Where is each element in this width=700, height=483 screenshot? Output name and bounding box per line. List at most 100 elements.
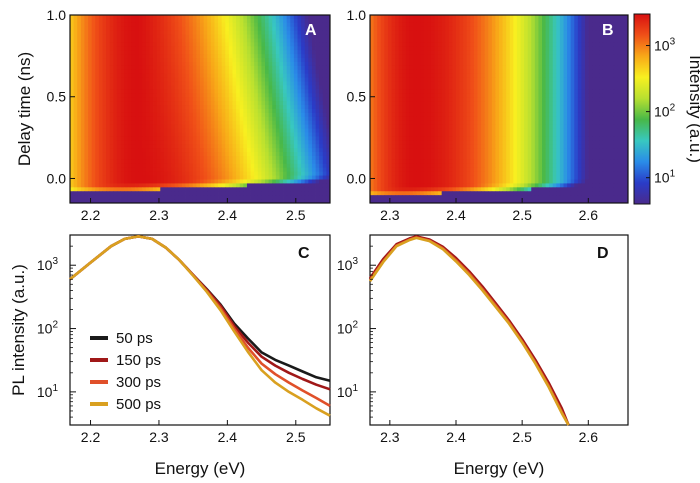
- heatmap-cell: [535, 54, 539, 58]
- heatmap-cell: [261, 136, 265, 140]
- heatmap-cell: [229, 101, 233, 105]
- heatmap-cell: [146, 50, 150, 54]
- heatmap-cell: [578, 27, 582, 31]
- heatmap-cell: [276, 156, 280, 160]
- heatmap-cell: [495, 15, 499, 19]
- heatmap-cell: [211, 195, 215, 199]
- heatmap-cell: [542, 78, 546, 82]
- heatmap-cell: [146, 140, 150, 144]
- heatmap-cell: [103, 148, 107, 152]
- heatmap-cell: [175, 168, 179, 172]
- heatmap-cell: [269, 42, 273, 46]
- heatmap-cell: [283, 195, 287, 199]
- heatmap-cell: [128, 58, 132, 62]
- heatmap-cell: [269, 50, 273, 54]
- heatmap-cell: [258, 113, 262, 117]
- heatmap-cell: [218, 164, 222, 168]
- heatmap-cell: [298, 19, 302, 23]
- heatmap-cell: [182, 27, 186, 31]
- heatmap-cell: [153, 148, 157, 152]
- heatmap-cell: [153, 62, 157, 66]
- heatmap-cell: [308, 105, 312, 109]
- heatmap-cell: [290, 42, 294, 46]
- heatmap-cell: [225, 46, 229, 50]
- heatmap-cell: [395, 89, 399, 93]
- heatmap-cell: [84, 144, 88, 148]
- heatmap-cell: [549, 62, 553, 66]
- heatmap-cell: [513, 50, 517, 54]
- heatmap-cell: [84, 89, 88, 93]
- heatmap-cell: [189, 136, 193, 140]
- heatmap-cell: [113, 183, 117, 187]
- heatmap-cell: [218, 125, 222, 129]
- heatmap-cell: [124, 152, 128, 156]
- heatmap-cell: [294, 66, 298, 70]
- heatmap-cell: [200, 101, 204, 105]
- heatmap-cell: [142, 93, 146, 97]
- heatmap-cell: [196, 39, 200, 43]
- heatmap-cell: [417, 62, 421, 66]
- heatmap-cell: [546, 23, 550, 27]
- heatmap-cell: [560, 62, 564, 66]
- heatmap-cell: [553, 62, 557, 66]
- heatmap-cell: [168, 176, 172, 180]
- heatmap-cell: [229, 129, 233, 133]
- heatmap-cell: [204, 180, 208, 184]
- heatmap-cell: [316, 121, 320, 125]
- heatmap-cell: [157, 144, 161, 148]
- heatmap-cell: [222, 15, 226, 19]
- heatmap-cell: [200, 42, 204, 46]
- heatmap-cell: [258, 152, 262, 156]
- heatmap-cell: [438, 62, 442, 66]
- heatmap-cell: [146, 101, 150, 105]
- heatmap-cell: [142, 136, 146, 140]
- heatmap-cell: [276, 66, 280, 70]
- heatmap-cell: [229, 172, 233, 176]
- heatmap-cell: [431, 89, 435, 93]
- heatmap-cell: [402, 70, 406, 74]
- heatmap-cell: [384, 35, 388, 39]
- heatmap-cell: [146, 125, 150, 129]
- heatmap-cell: [599, 93, 603, 97]
- heatmap-cell: [200, 160, 204, 164]
- heatmap-cell: [157, 46, 161, 50]
- heatmap-cell: [603, 70, 607, 74]
- heatmap-cell: [135, 86, 139, 90]
- heatmap-cell: [272, 187, 276, 191]
- heatmap-cell: [409, 93, 413, 97]
- heatmap-cell: [574, 15, 578, 19]
- heatmap-cell: [384, 39, 388, 43]
- heatmap-cell: [596, 27, 600, 31]
- heatmap-cell: [549, 86, 553, 90]
- heatmap-cell: [236, 152, 240, 156]
- heatmap-cell: [261, 27, 265, 31]
- heatmap-cell: [103, 62, 107, 66]
- heatmap-cell: [128, 113, 132, 117]
- heatmap-cell: [243, 140, 247, 144]
- heatmap-cell: [117, 23, 121, 27]
- heatmap-cell: [305, 133, 309, 137]
- x-tick-label: 2.5: [286, 207, 306, 223]
- heatmap-cell: [603, 50, 607, 54]
- heatmap-cell: [474, 89, 478, 93]
- heatmap-cell: [186, 39, 190, 43]
- heatmap-cell: [196, 35, 200, 39]
- heatmap-cell: [124, 35, 128, 39]
- heatmap-cell: [236, 164, 240, 168]
- heatmap-cell: [265, 152, 269, 156]
- heatmap-cell: [528, 31, 532, 35]
- heatmap-cell: [182, 187, 186, 191]
- y-tick-label: 1.0: [47, 7, 67, 23]
- heatmap-cell: [485, 31, 489, 35]
- heatmap-cell: [84, 15, 88, 19]
- heatmap-cell: [196, 172, 200, 176]
- heatmap-cell: [214, 82, 218, 86]
- heatmap-cell: [77, 50, 81, 54]
- heatmap-cell: [265, 15, 269, 19]
- heatmap-cell: [298, 27, 302, 31]
- heatmap-cell: [417, 50, 421, 54]
- heatmap-cell: [298, 42, 302, 46]
- heatmap-cell: [312, 176, 316, 180]
- heatmap-cell: [113, 66, 117, 70]
- heatmap-cell: [84, 117, 88, 121]
